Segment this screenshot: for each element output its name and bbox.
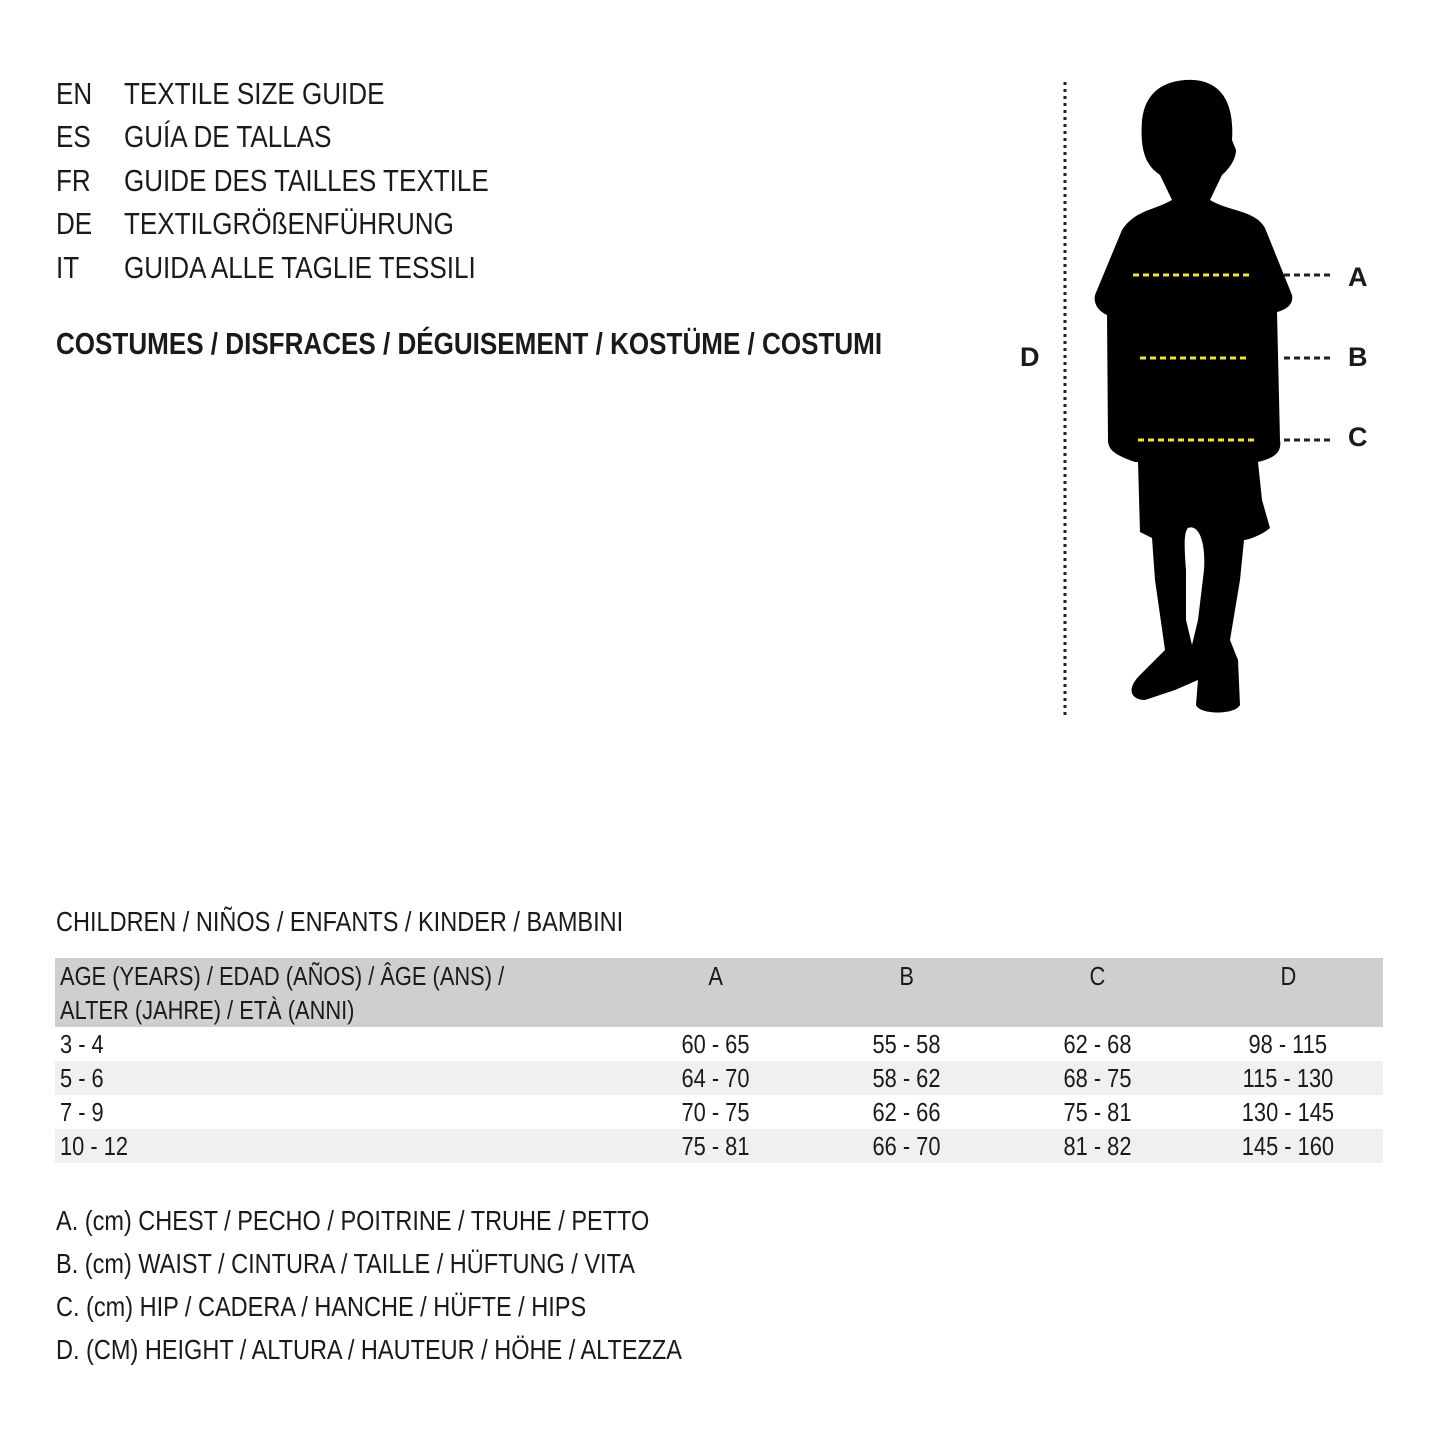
label-b: B: [1348, 342, 1368, 372]
header-age-line1: AGE (YEARS) / EDAD (AÑOS) / ÂGE (ANS) /: [60, 961, 505, 991]
language-code: DE: [56, 206, 93, 241]
cell-a-text: 70 - 75: [681, 1097, 750, 1127]
cell-age: 5 - 6: [55, 1061, 620, 1095]
cell-d-text: 98 - 115: [1248, 1029, 1328, 1059]
cell-a: 60 - 65: [620, 1027, 811, 1061]
cell-age: 10 - 12: [55, 1129, 620, 1163]
cell-a-text: 64 - 70: [681, 1063, 750, 1093]
size-table: AGE (YEARS) / EDAD (AÑOS) / ÂGE (ANS) / …: [55, 958, 1383, 1163]
guide-title-text: TEXTILE SIZE GUIDE: [124, 76, 385, 111]
cell-age-text: 10 - 12: [60, 1131, 129, 1161]
legend-waist: B. (cm) WAIST / CINTURA / TAILLE / HÜFTU…: [56, 1247, 745, 1281]
cell-a: 70 - 75: [620, 1095, 811, 1129]
cell-a: 64 - 70: [620, 1061, 811, 1095]
cell-b-text: 62 - 66: [872, 1097, 941, 1127]
legend-height: D. (CM) HEIGHT / ALTURA / HAUTEUR / HÖHE…: [56, 1333, 801, 1367]
cell-c: 68 - 75: [1002, 1061, 1193, 1095]
legend-chest: A. (cm) CHEST / PECHO / POITRINE / TRUHE…: [56, 1204, 762, 1238]
cell-age-text: 3 - 4: [60, 1029, 104, 1059]
label-a: A: [1348, 262, 1368, 292]
category-text: COSTUMES / DISFRACES / DÉGUISEMENT / KOS…: [56, 326, 883, 361]
cell-c-text: 62 - 68: [1063, 1029, 1132, 1059]
language-code: ES: [56, 119, 91, 154]
cell-a-text: 60 - 65: [681, 1029, 750, 1059]
cell-a-text: 75 - 81: [681, 1131, 750, 1161]
cell-c-text: 81 - 82: [1063, 1131, 1132, 1161]
legend-hip: C. (cm) HIP / CADERA / HANCHE / HÜFTE / …: [56, 1290, 687, 1324]
table-title-text: CHILDREN / NIÑOS / ENFANTS / KINDER / BA…: [56, 906, 624, 937]
category-heading: COSTUMES / DISFRACES / DÉGUISEMENT / KOS…: [56, 326, 1039, 362]
leg-gap: [1184, 527, 1205, 645]
cell-age: 7 - 9: [55, 1095, 620, 1129]
header-age-line2: ALTER (JAHRE) / ETÀ (ANNI): [60, 995, 355, 1025]
cell-b-text: 55 - 58: [872, 1029, 941, 1059]
cell-d: 98 - 115: [1193, 1027, 1383, 1061]
cell-c-text: 68 - 75: [1063, 1063, 1132, 1093]
cell-d: 130 - 145: [1193, 1095, 1383, 1129]
language-code: FR: [56, 163, 91, 198]
cell-a: 75 - 81: [620, 1129, 811, 1163]
header-b-text: B: [899, 961, 914, 991]
language-code: IT: [56, 250, 80, 285]
table-row: 5 - 6 64 - 70 58 - 62 68 - 75 115 - 130: [55, 1061, 1383, 1095]
cell-d-text: 115 - 130: [1242, 1063, 1334, 1093]
cell-b: 58 - 62: [811, 1061, 1002, 1095]
cell-age-text: 5 - 6: [60, 1063, 104, 1093]
language-code: EN: [56, 76, 93, 111]
cell-c: 81 - 82: [1002, 1129, 1193, 1163]
table-header-row: AGE (YEARS) / EDAD (AÑOS) / ÂGE (ANS) / …: [55, 958, 1383, 1027]
cell-c-text: 75 - 81: [1063, 1097, 1132, 1127]
label-c: C: [1348, 422, 1368, 452]
table-title: CHILDREN / NIÑOS / ENFANTS / KINDER / BA…: [56, 905, 731, 939]
header-d-text: D: [1280, 961, 1296, 991]
cell-age: 3 - 4: [55, 1027, 620, 1061]
legend-text: C. (cm) HIP / CADERA / HANCHE / HÜFTE / …: [56, 1291, 587, 1322]
cell-b: 66 - 70: [811, 1129, 1002, 1163]
legend-text: A. (cm) CHEST / PECHO / POITRINE / TRUHE…: [56, 1205, 650, 1236]
guide-title-text: GUIDA ALLE TAGLIE TESSILI: [124, 250, 476, 285]
cell-b: 55 - 58: [811, 1027, 1002, 1061]
table-row: 3 - 4 60 - 65 55 - 58 62 - 68 98 - 115: [55, 1027, 1383, 1061]
cell-c: 62 - 68: [1002, 1027, 1193, 1061]
guide-title-text: TEXTILGRÖßENFÜHRUNG: [124, 206, 454, 241]
guide-title-text: GUIDE DES TAILLES TEXTILE: [124, 163, 489, 198]
child-silhouette-icon: [1063, 79, 1330, 715]
guide-title-text: GUÍA DE TALLAS: [124, 119, 332, 154]
header-c-text: C: [1089, 961, 1106, 991]
cell-d-text: 130 - 145: [1241, 1097, 1335, 1127]
header-b: B: [811, 958, 1002, 1027]
header-age: AGE (YEARS) / EDAD (AÑOS) / ÂGE (ANS) / …: [55, 958, 620, 1027]
header-c: C: [1002, 958, 1193, 1027]
header-d: D: [1193, 958, 1383, 1027]
header-a-text: A: [708, 961, 723, 991]
silhouette-body: [1094, 79, 1293, 713]
header-a: A: [620, 958, 811, 1027]
label-d: D: [1020, 342, 1040, 372]
legend-text: B. (cm) WAIST / CINTURA / TAILLE / HÜFTU…: [56, 1248, 635, 1279]
legend-text: D. (CM) HEIGHT / ALTURA / HAUTEUR / HÖHE…: [56, 1334, 682, 1365]
cell-c: 75 - 81: [1002, 1095, 1193, 1129]
cell-b-text: 66 - 70: [872, 1131, 941, 1161]
cell-d-text: 145 - 160: [1241, 1131, 1335, 1161]
table-row: 7 - 9 70 - 75 62 - 66 75 - 81 130 - 145: [55, 1095, 1383, 1129]
cell-age-text: 7 - 9: [60, 1097, 104, 1127]
table-row: 10 - 12 75 - 81 66 - 70 81 - 82 145 - 160: [55, 1129, 1383, 1163]
cell-d: 115 - 130: [1193, 1061, 1383, 1095]
cell-d: 145 - 160: [1193, 1129, 1383, 1163]
cell-b-text: 58 - 62: [872, 1063, 941, 1093]
cell-b: 62 - 66: [811, 1095, 1002, 1129]
